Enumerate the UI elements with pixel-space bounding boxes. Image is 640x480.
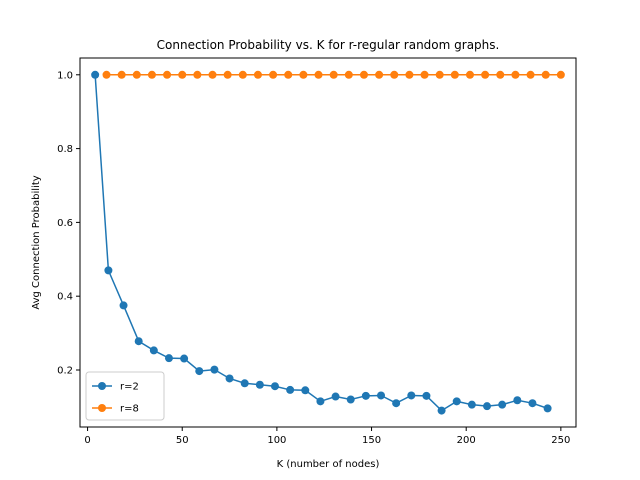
y-tick-label: 1.0: [57, 70, 73, 81]
data-point: [345, 71, 353, 79]
data-point: [195, 367, 203, 375]
data-point: [544, 404, 552, 412]
data-point: [301, 386, 309, 394]
data-point: [103, 71, 111, 79]
legend-label: r=2: [120, 382, 139, 393]
data-point: [438, 407, 446, 415]
data-point: [180, 355, 188, 363]
x-axis-label: K (number of nodes): [277, 459, 380, 470]
data-point: [498, 401, 506, 409]
y-axis-label: Avg Connection Probability: [31, 175, 42, 309]
data-point: [133, 71, 141, 79]
y-tick-label: 0.2: [57, 365, 73, 376]
x-tick-label: 50: [176, 435, 189, 446]
data-point: [284, 71, 292, 79]
legend-swatch-marker: [98, 404, 106, 412]
data-point: [150, 346, 158, 354]
data-point: [271, 382, 279, 390]
data-point: [226, 374, 234, 382]
data-point: [390, 71, 398, 79]
data-point: [135, 337, 143, 345]
data-point: [332, 393, 340, 401]
data-point: [254, 71, 262, 79]
x-tick-label: 200: [457, 435, 476, 446]
data-point: [315, 71, 323, 79]
data-point: [528, 399, 536, 407]
data-point: [193, 71, 201, 79]
y-tick-label: 0.4: [57, 292, 73, 303]
data-point: [347, 396, 355, 404]
data-point: [392, 399, 400, 407]
data-point: [118, 71, 126, 79]
data-point: [422, 392, 430, 400]
data-point: [104, 266, 112, 274]
data-point: [241, 379, 249, 387]
data-point: [256, 381, 264, 389]
x-tick-label: 0: [84, 435, 90, 446]
y-tick-label: 0.8: [57, 144, 73, 155]
legend-label: r=8: [120, 404, 139, 415]
x-tick-label: 150: [362, 435, 381, 446]
data-point: [468, 401, 476, 409]
legend: r=2 r=8: [86, 372, 164, 420]
y-tick-label: 0.6: [57, 218, 73, 229]
data-point: [120, 301, 128, 309]
data-point: [453, 397, 461, 405]
data-point: [362, 392, 370, 400]
data-point: [178, 71, 186, 79]
data-point: [483, 402, 491, 410]
data-point: [421, 71, 429, 79]
data-point: [330, 71, 338, 79]
data-point: [466, 71, 474, 79]
data-point: [375, 71, 383, 79]
data-point: [163, 71, 171, 79]
data-point: [224, 71, 232, 79]
legend-swatch-marker: [98, 382, 106, 390]
data-point: [360, 71, 368, 79]
data-point: [557, 71, 565, 79]
data-point: [269, 71, 277, 79]
data-point: [286, 386, 294, 394]
data-point: [377, 391, 385, 399]
data-point: [209, 71, 217, 79]
data-point: [451, 71, 459, 79]
data-point: [405, 71, 413, 79]
data-point: [481, 71, 489, 79]
x-tick-label: 250: [551, 435, 570, 446]
chart-title: Connection Probability vs. K for r-regul…: [157, 38, 500, 52]
data-point: [513, 396, 521, 404]
x-tick-label: 100: [267, 435, 286, 446]
data-point: [165, 354, 173, 362]
data-point: [316, 397, 324, 405]
data-point: [148, 71, 156, 79]
data-point: [496, 71, 504, 79]
data-point: [436, 71, 444, 79]
data-point: [542, 71, 550, 79]
data-point: [527, 71, 535, 79]
data-point: [91, 71, 99, 79]
data-point: [511, 71, 519, 79]
data-point: [299, 71, 307, 79]
data-point: [239, 71, 247, 79]
data-point: [407, 391, 415, 399]
data-point: [210, 366, 218, 374]
